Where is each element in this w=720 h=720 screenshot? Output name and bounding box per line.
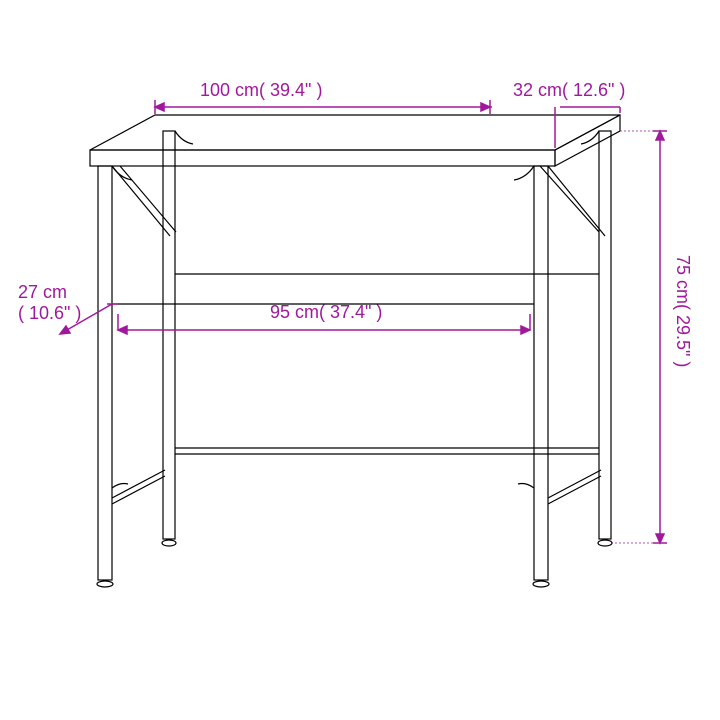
bracket-bl <box>175 131 193 144</box>
leg-front-left <box>98 166 112 580</box>
table-drawing <box>0 0 720 720</box>
dim-width-label: 100 cm( 39.4" ) <box>200 80 322 101</box>
tabletop-right <box>555 115 620 166</box>
leg-back-left <box>163 131 175 539</box>
strut-r1b <box>540 166 599 232</box>
stretcher-left-side-b <box>112 476 165 504</box>
foot-back-left <box>162 540 176 546</box>
leg-front-right <box>534 166 548 580</box>
dim-shelf-depth-label: 27 cm( 10.6" ) <box>18 282 81 324</box>
strut-l1 <box>112 166 170 236</box>
tabletop-front <box>90 150 555 166</box>
tabletop-top <box>90 115 620 150</box>
foot-front-left <box>97 581 113 587</box>
stretcher-right-side <box>548 470 601 498</box>
foot-front-right <box>533 581 549 587</box>
strut-l1b <box>120 166 176 232</box>
bracket-low-fl <box>112 484 128 489</box>
diagram-canvas: 100 cm( 39.4" ) 32 cm( 12.6" ) 75 cm( 29… <box>0 0 720 720</box>
foot-back-right <box>598 540 612 546</box>
bracket-br <box>581 131 599 144</box>
dim-height-label: 75 cm( 29.5" ) <box>672 255 693 367</box>
stretcher-right-side-b <box>548 476 601 504</box>
bracket-fr <box>514 166 534 180</box>
strut-r1 <box>548 166 605 236</box>
dim-depth-label: 32 cm( 12.6" ) <box>513 80 625 101</box>
bracket-low-fr <box>518 484 534 489</box>
leg-back-right <box>599 131 611 539</box>
dim-inner-label: 95 cm( 37.4" ) <box>270 302 382 323</box>
